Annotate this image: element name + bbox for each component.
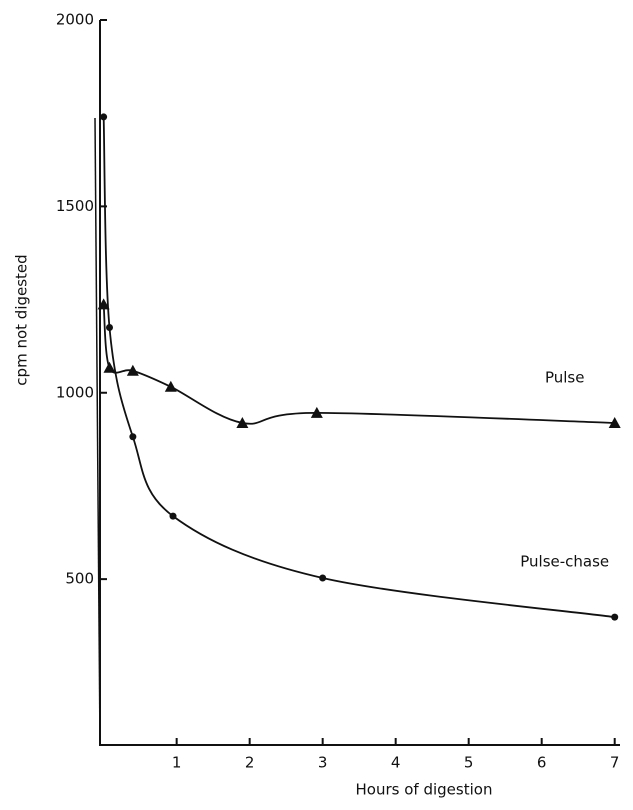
x-tick-label: 2	[245, 754, 255, 772]
x-tick-label: 3	[318, 754, 328, 772]
point	[319, 574, 327, 582]
x-tick-label: 4	[391, 754, 401, 772]
series-line	[102, 304, 615, 425]
y-tick-label: 1500	[56, 197, 94, 215]
x-tick-label: 6	[537, 754, 547, 772]
point	[169, 512, 177, 520]
point	[611, 613, 619, 621]
point	[100, 113, 108, 121]
point	[164, 380, 177, 392]
y-tick-label: 500	[65, 570, 94, 588]
point	[97, 298, 110, 310]
x-axis-label: Hours of digestion	[356, 781, 493, 799]
x-tick-label: 5	[464, 754, 474, 772]
point	[236, 416, 249, 428]
y-tick-label: 2000	[56, 11, 94, 29]
point	[608, 416, 621, 428]
series-label: Pulse-chase	[520, 553, 609, 571]
series-label: Pulse	[545, 368, 585, 386]
point	[129, 433, 137, 441]
x-tick-label: 1	[172, 754, 182, 772]
point	[103, 361, 116, 373]
point	[126, 364, 139, 376]
initial-drop-line	[94, 117, 101, 746]
point	[105, 324, 113, 332]
y-axis-label: cpm not digested	[13, 254, 31, 385]
axes	[99, 20, 620, 746]
point	[310, 406, 323, 418]
y-tick-label: 1000	[56, 383, 94, 401]
series-line	[102, 116, 615, 619]
x-tick-label: 7	[610, 754, 620, 772]
